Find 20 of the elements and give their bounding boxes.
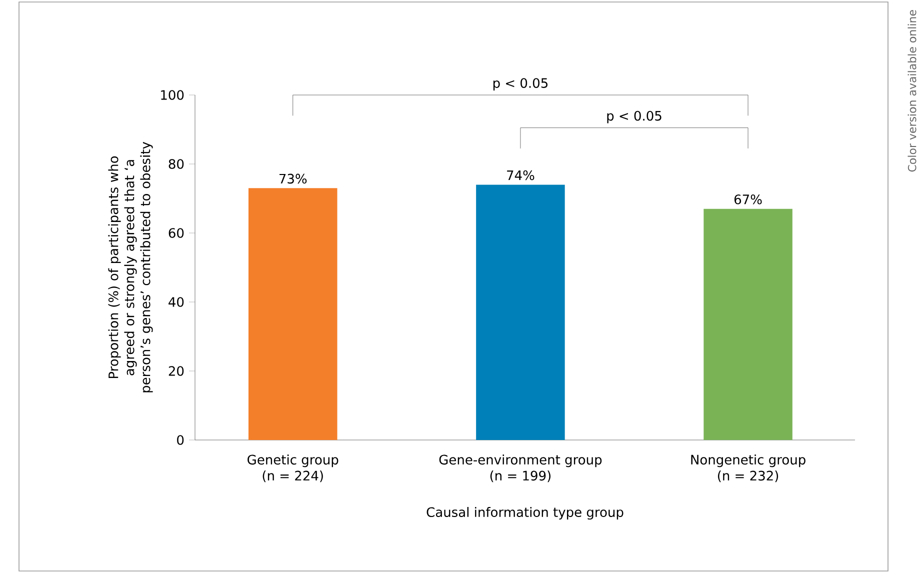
data-label: 67% [734, 194, 762, 204]
y-tick-label: 60 [168, 228, 184, 238]
bar [476, 184, 565, 440]
y-tick-label: 20 [168, 366, 184, 376]
y-tick-label: 100 [161, 90, 184, 100]
bar [704, 208, 792, 440]
data-label: 74% [507, 170, 534, 180]
x-tick-label: Genetic group (n = 224) [248, 454, 338, 482]
y-tick-label: 40 [168, 297, 184, 307]
data-label: 73% [279, 174, 307, 184]
y-axis-title: Proportion (%) of participants who agreed or strongly agreed that ‘a person’s genes’ contributed to obesity [108, 142, 153, 392]
x-tick-label: Nongenetic group (n = 232) [691, 454, 806, 482]
text: p < 0.05 [493, 78, 548, 90]
x-axis-title: Causal information type group [426, 506, 624, 520]
y-tick-label: 80 [168, 159, 184, 169]
y-tick-label: 0 [177, 435, 184, 445]
x-tick-label: Gene-environment group (n = 199) [439, 454, 602, 482]
annotation: p < 0.05 [607, 110, 662, 124]
bar [248, 188, 338, 440]
text: Color version available online [908, 10, 916, 172]
